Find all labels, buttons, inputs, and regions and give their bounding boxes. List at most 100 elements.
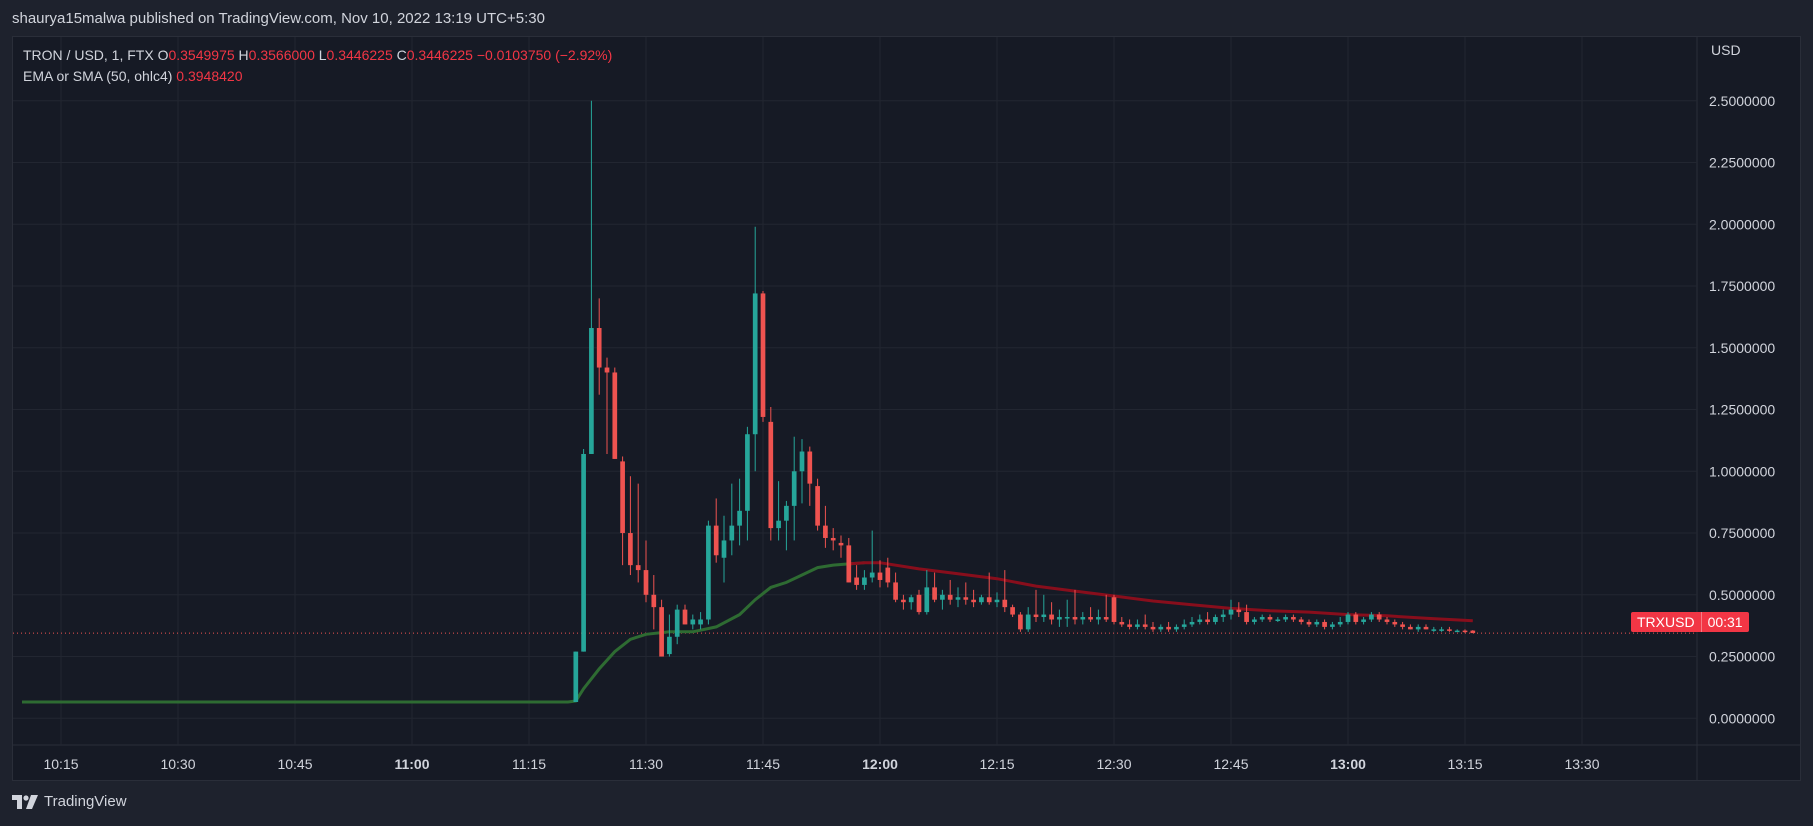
candle-body	[1322, 621, 1327, 627]
candle-body	[1119, 621, 1125, 625]
candle-body	[1142, 624, 1148, 627]
candle-body	[1314, 621, 1320, 625]
candle-body	[1181, 624, 1187, 627]
x-tick-label: 11:45	[746, 756, 780, 772]
candle-body	[1220, 614, 1226, 618]
candle-body	[986, 597, 992, 603]
candle-body	[807, 451, 813, 484]
candle-body	[940, 594, 945, 600]
candle-body	[947, 594, 953, 600]
candle-body	[1111, 597, 1117, 622]
x-tick-label: 10:30	[160, 756, 195, 772]
y-tick-label: 0.0000000	[1709, 710, 1775, 726]
y-tick-label: 1.2500000	[1709, 402, 1775, 418]
candle-body	[745, 434, 750, 511]
price-axis-currency: USD	[1711, 42, 1741, 58]
candle-body	[596, 328, 602, 368]
candle-body	[643, 570, 649, 595]
change-value: −0.0103750 (−2.92%)	[476, 47, 613, 63]
candle-body	[1462, 630, 1468, 633]
candle-body	[877, 572, 883, 580]
candle-body	[628, 533, 633, 566]
indicator-label[interactable]: EMA or SMA (50, ohlc4)	[23, 68, 173, 84]
candle-body	[1088, 617, 1093, 620]
candle-body	[1415, 626, 1421, 630]
candle-body	[1306, 621, 1312, 625]
candle-body	[963, 597, 969, 600]
candle-body	[1369, 614, 1374, 620]
candle-body	[908, 597, 914, 603]
x-tick-label: 11:15	[512, 756, 546, 772]
candle-body	[862, 577, 867, 585]
footer-brand-label: TradingView	[44, 793, 127, 810]
candle-body	[1041, 614, 1047, 618]
candle-body	[589, 328, 594, 454]
candle-body	[737, 510, 742, 526]
x-tick-label: 13:00	[1330, 756, 1366, 772]
candle-body	[979, 597, 984, 603]
chart-legend: TRON / USD, 1, FTX O0.3549975 H0.3566000…	[23, 45, 612, 87]
candle-body	[901, 599, 906, 603]
candle-body	[604, 367, 610, 373]
candle-body	[1392, 621, 1398, 625]
candle-body	[612, 372, 618, 459]
candle-body	[1291, 617, 1296, 620]
y-tick-label: 2.5000000	[1709, 93, 1775, 109]
candle-body	[721, 540, 727, 558]
candle-body	[830, 537, 836, 541]
candle-body	[1033, 614, 1039, 618]
candle-body	[1283, 617, 1288, 620]
symbol-label[interactable]: TRON / USD, 1, FTX	[23, 47, 154, 63]
candle-body	[698, 619, 703, 625]
y-tick-label: 1.7500000	[1709, 278, 1775, 294]
publish-header: shaurya15malwa published on TradingView.…	[0, 0, 1813, 36]
x-tick-label: 12:30	[1096, 756, 1131, 772]
candle-body	[924, 587, 930, 613]
candle-body	[893, 582, 898, 600]
low-value: 0.3446225	[326, 47, 393, 63]
candle-body	[799, 451, 805, 472]
x-tick-label: 12:00	[862, 756, 898, 772]
candle-body	[1158, 626, 1164, 630]
open-value: 0.3549975	[168, 47, 235, 63]
candle-body	[706, 525, 711, 620]
candle-body	[1244, 612, 1249, 622]
candle-body	[1400, 624, 1405, 627]
candle-body	[1096, 617, 1101, 620]
candle-body	[1353, 614, 1359, 622]
candle-body	[1189, 621, 1195, 625]
y-tick-label: 1.0000000	[1709, 463, 1775, 479]
candle-body	[635, 565, 641, 571]
y-tick-label: 0.2500000	[1709, 649, 1775, 665]
price-badge-timer: 00:31	[1700, 612, 1749, 632]
candle-body	[713, 525, 719, 556]
candle-body	[1298, 619, 1304, 622]
candle-body	[1166, 626, 1171, 630]
candle-body	[760, 293, 766, 417]
candle-body	[1150, 626, 1156, 630]
x-tick-label: 12:45	[1213, 756, 1248, 772]
y-tick-label: 1.5000000	[1709, 340, 1775, 356]
candle-body	[1408, 626, 1413, 630]
candle-body	[1127, 624, 1132, 627]
candle-body	[1431, 629, 1437, 631]
candle-body	[1337, 621, 1343, 625]
x-tick-label: 11:00	[394, 756, 429, 772]
candle-body	[916, 594, 922, 613]
candle-body	[1275, 619, 1281, 621]
x-tick-label: 12:15	[979, 756, 1014, 772]
candle-body	[581, 453, 586, 652]
footer-brand[interactable]: TradingView	[12, 793, 127, 810]
candle-body	[1454, 630, 1460, 633]
high-label: H	[238, 47, 249, 63]
candle-body	[752, 293, 758, 435]
candle-body	[1345, 614, 1351, 622]
candle-body	[885, 567, 891, 583]
candle-body	[1384, 619, 1390, 622]
candle-body	[1002, 599, 1008, 608]
candle-body	[1049, 614, 1054, 620]
candle-body	[1236, 609, 1242, 613]
candle-body	[1376, 614, 1382, 620]
indicator-legend-row: EMA or SMA (50, ohlc4) 0.3948420	[23, 66, 612, 87]
